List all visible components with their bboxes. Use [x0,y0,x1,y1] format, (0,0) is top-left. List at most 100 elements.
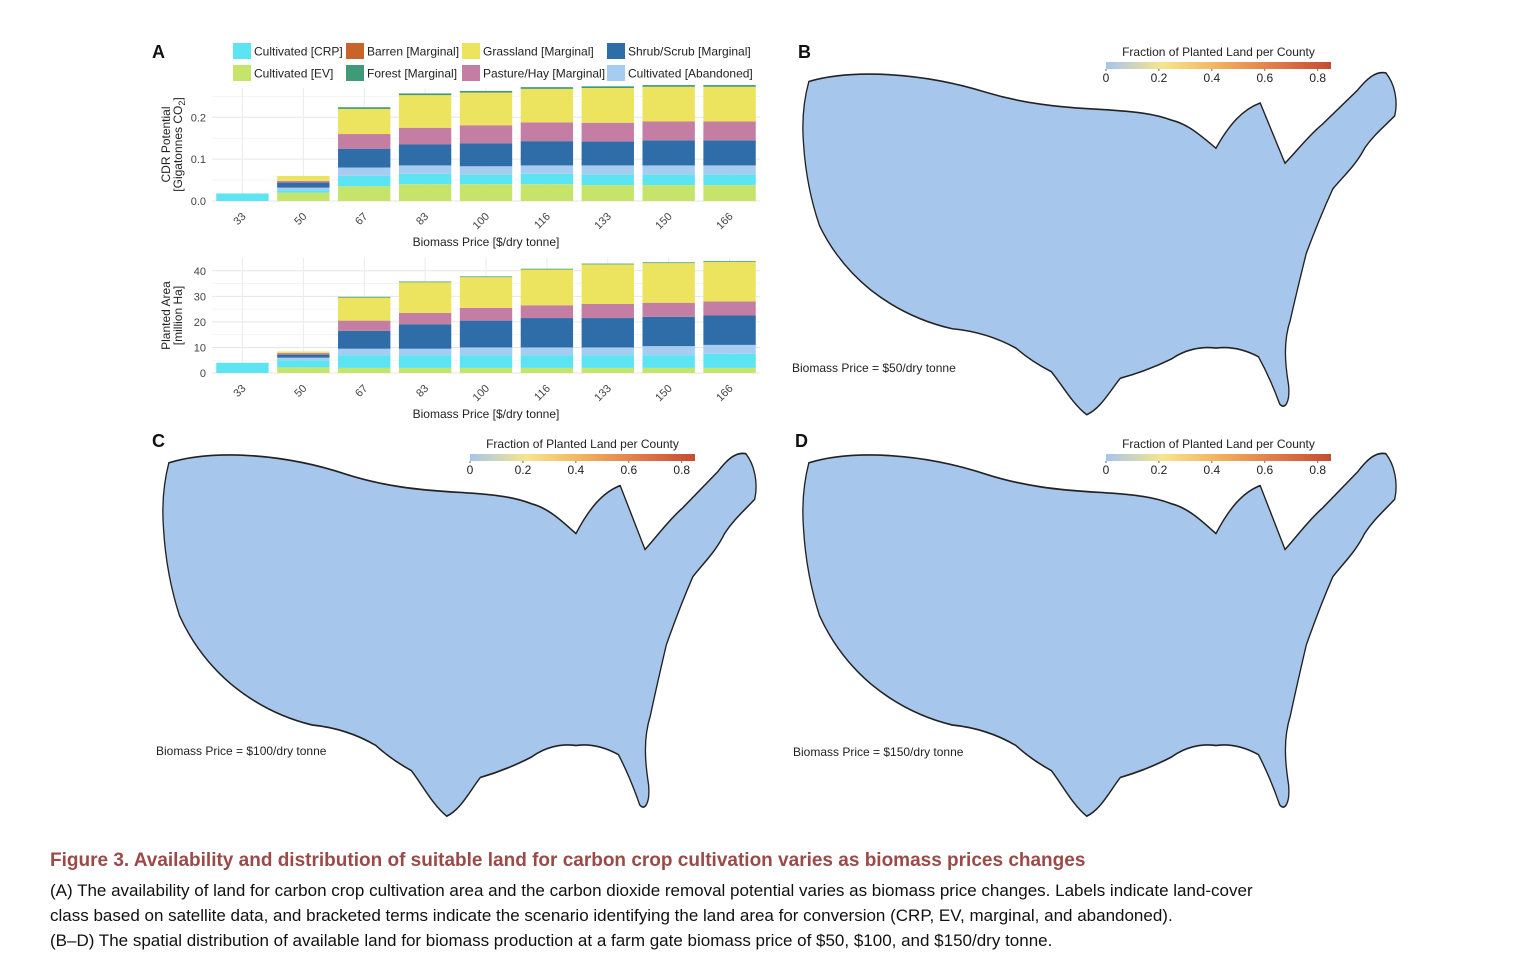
bar-pasture-hay-marginal-133 [581,304,634,319]
bar-cultivated-ev-150 [642,185,695,201]
bar-pasture-hay-marginal-166 [703,121,756,141]
legend-label-cultivated-crp: Cultivated [CRP] [254,45,343,59]
bar-shrub-scrub-marginal-83 [398,324,452,349]
county-cell [1037,770,1051,782]
bar-pasture-hay-marginal-116 [520,305,574,319]
bar-grassland-marginal-83 [398,282,452,313]
bar-cultivated-abandoned-67 [338,348,391,356]
legend-swatch-grassland-marginal [462,43,480,59]
x-tick-label: 100 [471,383,492,404]
land-cover-legend: Cultivated [CRP] Barren [Marginal] Grassla… [233,43,753,81]
bar-pasture-hay-marginal-100 [459,307,513,321]
bar-shrub-scrub-marginal-116 [520,141,574,166]
bar-pasture-hay-marginal-166 [703,301,756,316]
bar-cultivated-ev-150 [642,367,695,373]
colorbar-tick-label: 0.8 [1309,463,1326,477]
bar-cultivated-crp-166 [703,353,756,368]
bar-cultivated-abandoned-50 [277,357,330,361]
bar-cultivated-ev-83 [398,184,452,201]
colorbar-tick-label: 0 [1103,463,1110,477]
bar-shrub-scrub-marginal-133 [581,318,634,348]
bar-grassland-marginal-166 [703,86,756,122]
caption-line-1: (A) The availability of land for carbon … [50,881,1253,900]
bar-forest-marginal-133 [581,86,634,88]
x-axis-title: Biomass Price [$/dry tonne] [413,235,560,249]
legend-swatch-barren-marginal [346,43,364,59]
bar-grassland-marginal-166 [703,261,756,302]
x-tick-label: 83 [414,211,431,228]
y-axis-title-line1: Planted Area [159,281,173,350]
bar-cultivated-crp-50 [277,190,330,193]
x-tick-label: 33 [231,211,248,228]
bar-shrub-scrub-marginal-133 [581,141,634,166]
bar-pasture-hay-marginal-83 [398,127,452,145]
bar-shrub-scrub-marginal-166 [703,140,756,166]
colorbar-tick-label: 0 [467,463,474,477]
bar-cultivated-abandoned-50 [277,187,330,191]
legend-swatch-cultivated-ev [233,65,251,81]
caption-body: (A) The availability of land for carbon … [50,878,1510,953]
bar-forest-marginal-100 [459,276,513,278]
y-axis-title-line2: [Gigatonnes CO2] [171,97,187,191]
bar-cultivated-abandoned-83 [398,165,452,174]
bar-cultivated-crp-67 [338,355,391,368]
y-tick-label: 20 [194,317,206,329]
bar-grassland-marginal-116 [520,88,574,123]
colorbar-c: Fraction of Planted Land per County 0 0.2 0… [467,437,695,477]
colorbar-title: Fraction of Planted Land per County [1122,437,1315,451]
bar-shrub-scrub-marginal-50 [277,182,330,188]
colorbar-gradient [1106,454,1331,461]
colorbar-gradient [470,454,695,461]
legend-label-barren-marginal: Barren [Marginal] [367,45,459,59]
bar-forest-marginal-150 [642,262,695,264]
x-tick-label: 50 [292,383,309,400]
colorbar-tick-label: 0 [1103,71,1110,85]
x-tick-label: 116 [532,383,553,404]
y-tick-label: 10 [194,342,206,354]
legend-item-grassland-marginal: Grassland [Marginal] [462,43,594,59]
county-cell [341,737,355,748]
colorbar-tick-label: 0.8 [673,463,690,477]
bar-grassland-marginal-67 [338,297,391,321]
map-panel-d [802,452,1397,818]
legend-label-cultivated-abandoned: Cultivated [Abandoned] [628,67,753,81]
bar-forest-marginal-116 [520,87,574,89]
bar-pasture-hay-marginal-150 [642,121,695,141]
caption-line-3: (B–D) The spatial distribution of availa… [50,931,1053,950]
map-note-c: Biomass Price = $100/dry tonne [156,744,327,758]
bar-cultivated-ev-67 [338,367,391,373]
y-axis-title-line1: CDR Potential [159,106,173,182]
colorbar-b: Fraction of Planted Land per County 0 0.2 0… [1103,45,1331,85]
bar-grassland-marginal-83 [398,95,452,128]
bar-forest-marginal-83 [398,281,452,283]
x-tick-label: 67 [353,383,370,400]
bar-pasture-hay-marginal-50 [277,353,330,355]
bar-forest-marginal-83 [398,93,452,96]
bar-cultivated-abandoned-150 [642,165,695,175]
bar-cultivated-abandoned-67 [338,167,391,176]
bar-shrub-scrub-marginal-116 [520,318,574,348]
bar-cultivated-crp-150 [642,355,695,368]
x-tick-label: 150 [653,211,674,232]
legend-item-cultivated-ev: Cultivated [EV] [233,65,333,81]
map-panel-c [162,452,757,818]
bar-forest-marginal-116 [520,268,574,270]
bar-grassland-marginal-116 [520,269,574,306]
bar-grassland-marginal-150 [642,263,695,303]
bar-cultivated-ev-133 [581,185,634,201]
legend-swatch-shrub-scrub-marginal [607,43,625,59]
bar-cultivated-ev-67 [338,186,391,201]
y-tick-label: 0.0 [191,196,206,208]
x-tick-label: 133 [592,211,613,232]
legend-swatch-pasture-hay-marginal [462,65,480,81]
bar-pasture-hay-marginal-116 [520,122,574,142]
bar-shrub-scrub-marginal-150 [642,140,695,166]
bar-cultivated-crp-116 [520,355,574,368]
bar-cultivated-ev-166 [703,367,756,373]
bar-cultivated-crp-100 [459,174,513,185]
bar-cultivated-abandoned-116 [520,347,574,356]
bar-grassland-marginal-150 [642,86,695,122]
colorbar-d: Fraction of Planted Land per County 0 0.2 0… [1103,437,1331,477]
y-tick-label: 0.2 [191,112,206,124]
bar-cultivated-ev-116 [520,367,574,373]
